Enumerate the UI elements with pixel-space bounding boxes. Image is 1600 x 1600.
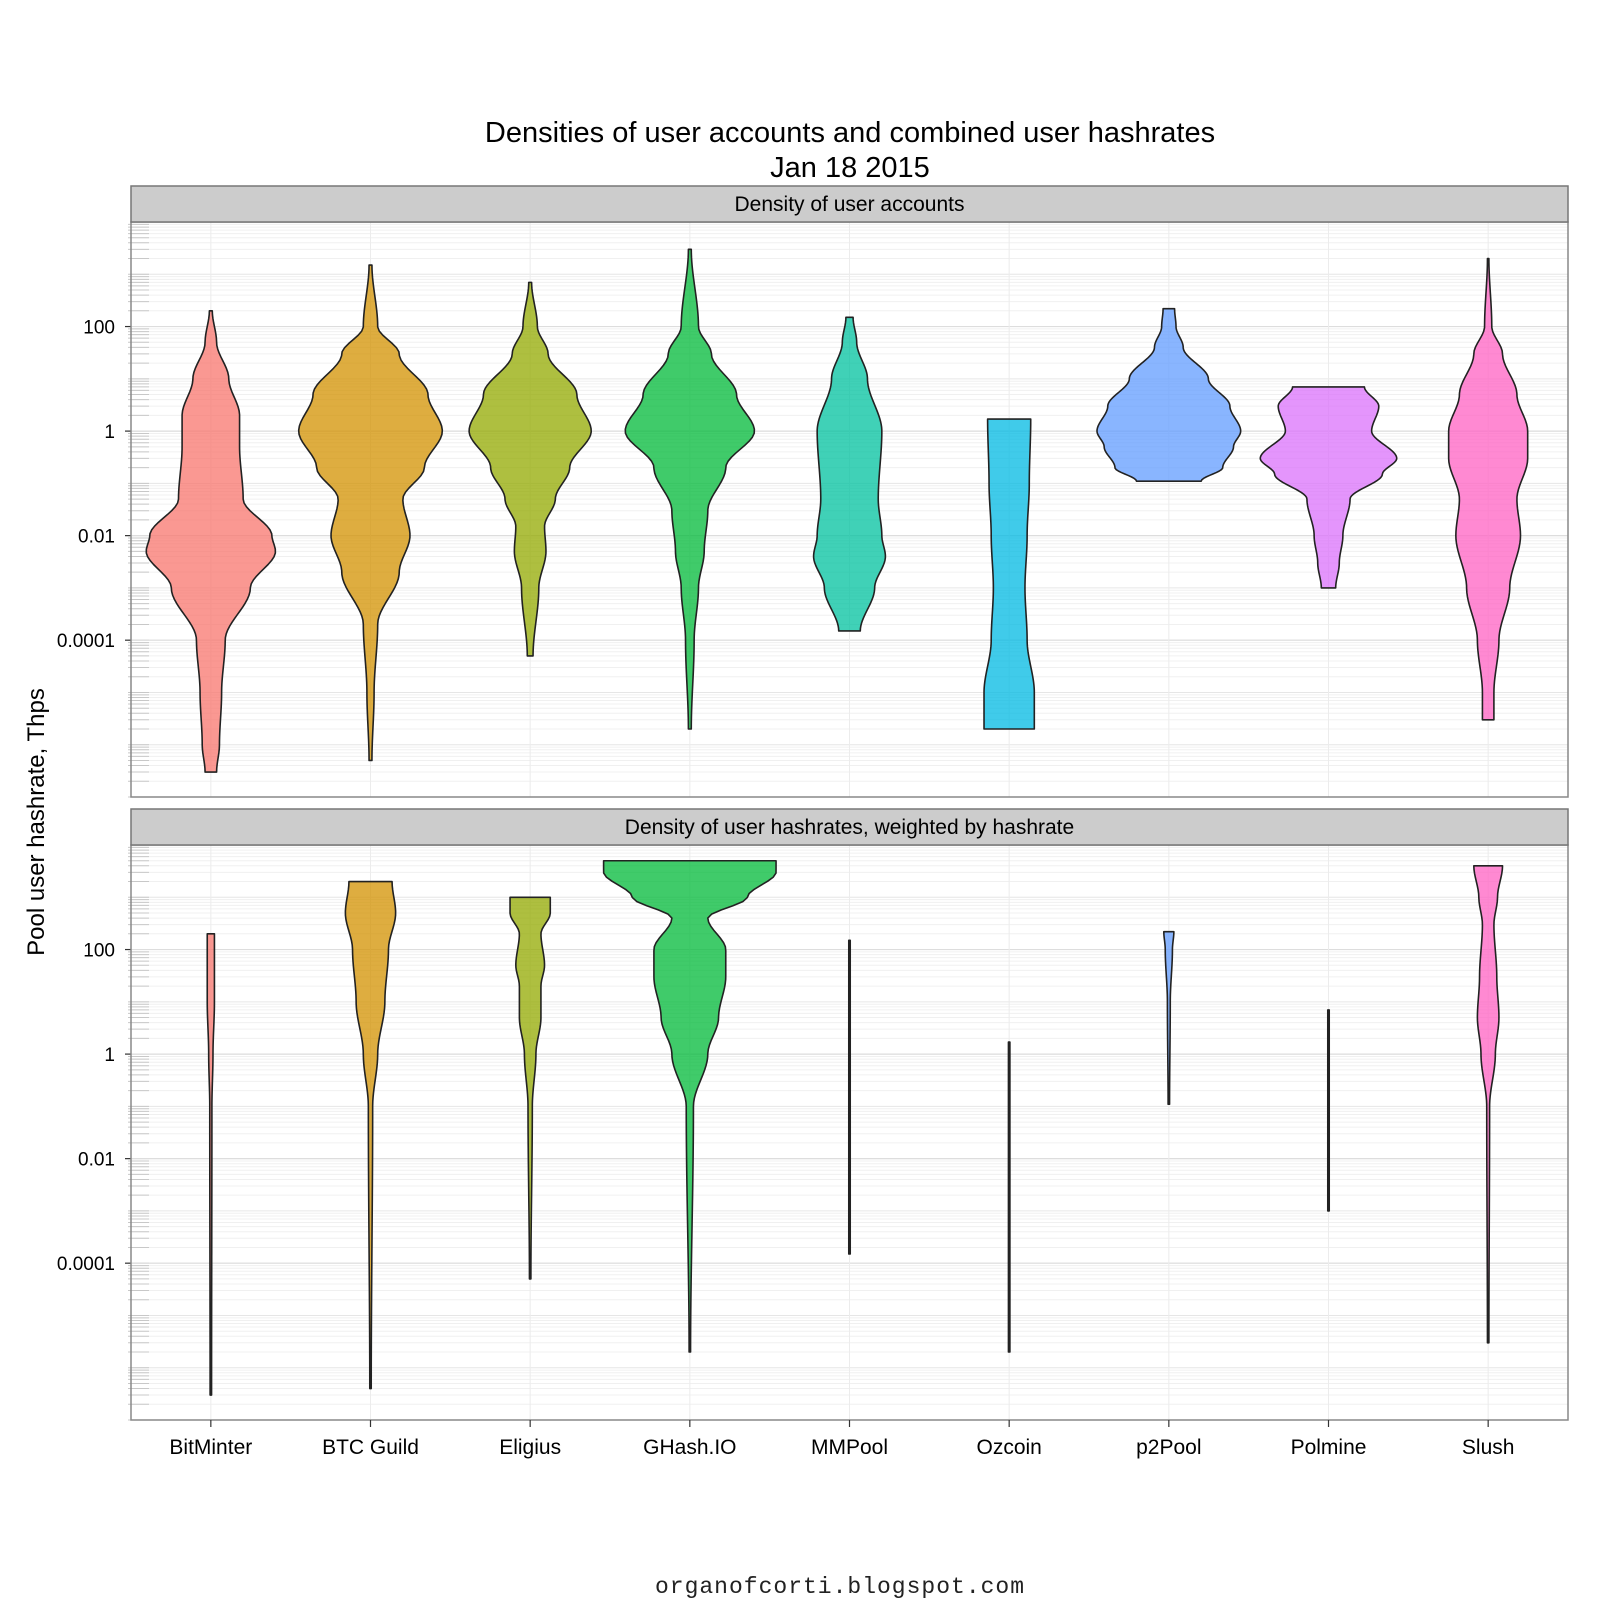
y-tick-label: 100 [83, 318, 115, 339]
x-tick-label: Polmine [1291, 1436, 1367, 1459]
y-tick-label: 0.0001 [57, 1254, 115, 1275]
y-axis-label: Pool user hashrate, Thps [23, 688, 50, 956]
panel-1: 0.0001 0.01 1 100 Density of user accounts [57, 185, 1569, 798]
panel-strip [130, 185, 1569, 223]
y-tick-label: 1 [104, 422, 115, 443]
credit-text: organofcorti.blogspot.com [655, 1574, 1025, 1600]
panel-strip-label: Density of user accounts [735, 193, 965, 216]
x-tick-label: Ozcoin [976, 1436, 1041, 1459]
violin-ozcoin [1007, 1041, 1011, 1353]
violin-mmpool [812, 316, 887, 632]
x-tick-label: MMPool [811, 1436, 888, 1459]
y-tick-label: 1 [104, 1045, 115, 1066]
x-tick-label: BTC Guild [322, 1436, 419, 1459]
violin-polmine [1326, 1009, 1331, 1212]
violin-slush [1473, 865, 1504, 1344]
violin-polmine [1259, 386, 1398, 589]
panel-strip [130, 808, 1569, 846]
violin-eligius [468, 281, 593, 657]
panel-strip-label: Density of user hashrates, weighted by h… [625, 816, 1074, 839]
violin-ghash-io [602, 859, 777, 1353]
violin-bitminter [145, 310, 277, 773]
violin-slush [1447, 257, 1529, 721]
y-tick-label: 0.01 [78, 1150, 115, 1171]
x-tick-label: Eligius [499, 1436, 561, 1459]
violin-btc-guild [344, 880, 397, 1390]
violin-p2pool [1163, 930, 1175, 1105]
x-tick-label: GHash.IO [643, 1436, 736, 1459]
violin-btc-guild [297, 264, 444, 762]
violin-ghash-io [624, 248, 756, 730]
violin-bitminter [206, 933, 216, 1396]
x-tick-label: BitMinter [169, 1436, 252, 1459]
violin-ozcoin [983, 418, 1036, 730]
violin-eligius [509, 896, 552, 1280]
chart-title: Densities of user accounts and combined … [485, 117, 1215, 149]
violin-p2pool [1096, 307, 1242, 482]
x-tick-label: p2Pool [1136, 1436, 1201, 1459]
y-tick-label: 0.01 [78, 527, 115, 548]
y-tick-label: 0.0001 [57, 631, 115, 652]
x-tick-label: Slush [1462, 1436, 1515, 1459]
y-tick-label: 100 [83, 941, 115, 962]
violin-mmpool [847, 939, 852, 1255]
panel-2: 0.0001 0.01 1 100 Density of user hashrates,… [57, 808, 1569, 1421]
chart-subtitle: Jan 18 2015 [770, 152, 930, 184]
x-axis: BitMinter BTC Guild Eligius GHash.IO MMPool O… [169, 1420, 1514, 1459]
